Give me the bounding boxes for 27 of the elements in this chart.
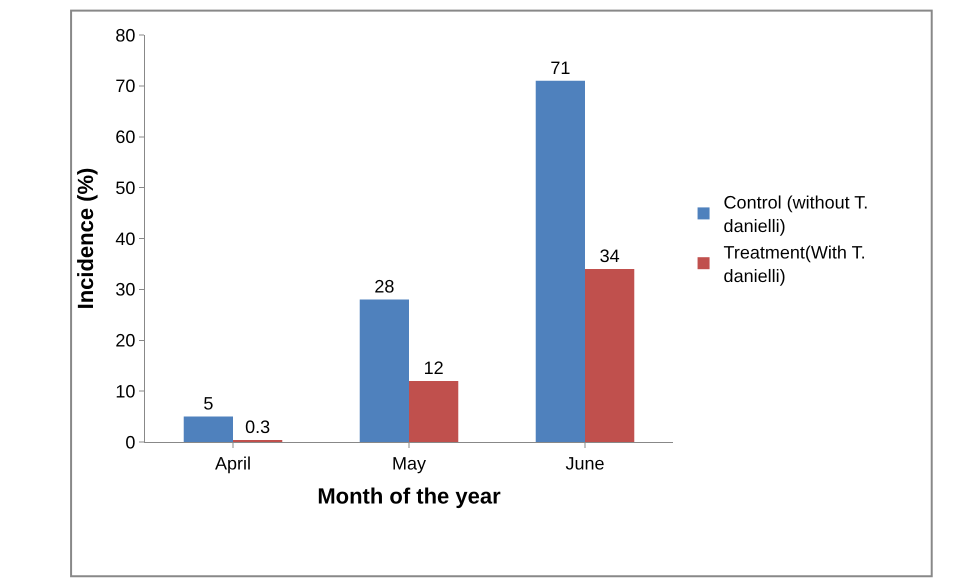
data-label: 34: [600, 246, 620, 266]
data-label: 0.3: [245, 417, 270, 437]
y-tick-label: 0: [125, 432, 136, 452]
data-label: 28: [374, 276, 394, 297]
legend-label: Control (without T. danielli): [724, 192, 868, 236]
bar: [536, 80, 585, 442]
y-tick-label: 30: [115, 280, 136, 300]
x-tick-label: June: [565, 454, 605, 474]
y-tick-label: 40: [115, 228, 136, 249]
data-label: 71: [550, 58, 570, 78]
y-tick-label: 80: [115, 25, 136, 46]
x-axis-title: Month of the year: [317, 484, 502, 508]
bar: [360, 300, 409, 442]
y-tick-label: 20: [115, 330, 136, 351]
y-axis-title: Incidence (%): [73, 168, 98, 310]
x-tick-label: May: [392, 454, 426, 474]
data-label: 5: [203, 394, 214, 414]
y-tick-label: 70: [115, 76, 136, 96]
data-label: 12: [424, 358, 444, 378]
x-tick-label: April: [214, 454, 252, 474]
y-tick-label: 10: [115, 381, 136, 402]
bar: [184, 416, 233, 442]
bar: [409, 380, 458, 442]
y-tick-label: 60: [115, 127, 136, 148]
legend-label: Treatment(With T. danielli): [724, 242, 866, 286]
bar: [585, 269, 634, 442]
y-tick-label: 50: [115, 178, 136, 198]
